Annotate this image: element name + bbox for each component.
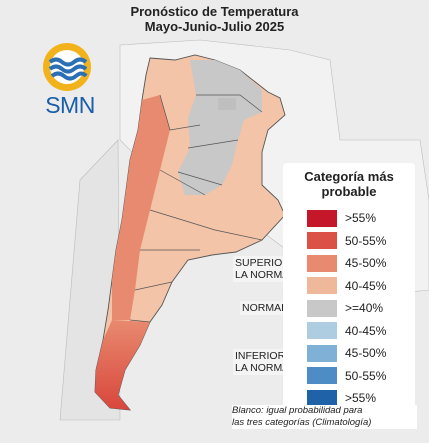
- legend-title: Categoría más probable: [283, 169, 415, 199]
- province-borders: [129, 94, 263, 323]
- legend-swatch: [307, 389, 337, 407]
- region-grey-pixel: [218, 98, 236, 110]
- smn-brand-text: SMN: [45, 92, 95, 118]
- legend-item: >55%: [307, 389, 376, 407]
- legend-label: 40-45%: [345, 323, 387, 338]
- legend-item: 40-45%: [307, 277, 386, 295]
- legend-swatch: [307, 277, 337, 294]
- legend-swatch: [307, 344, 337, 362]
- legend-item: 45-50%: [307, 344, 386, 362]
- smn-logo: SMN: [34, 40, 106, 120]
- legend-label: 50-55%: [345, 233, 387, 248]
- legend-label: 45-50%: [345, 256, 387, 270]
- legend-swatch: [307, 209, 337, 227]
- region-normal-grey: [178, 60, 262, 195]
- legend-label: >55%: [345, 391, 377, 405]
- legend-title-line2: probable: [321, 184, 377, 199]
- legend-swatch: [307, 232, 337, 249]
- smn-sun-waves-icon: [43, 43, 91, 91]
- legend-label: >55%: [345, 211, 377, 225]
- footnote-line2: las tres categorías (Climatología): [232, 417, 372, 428]
- legend-item: >=40%: [307, 299, 383, 317]
- group-inferior-line2: LA NORMAL: [235, 362, 296, 374]
- group-superior-line2: LA NORMAL: [235, 269, 296, 281]
- legend-title-line1: Categoría más: [304, 169, 394, 184]
- group-label-normal: NORMAL: [240, 301, 289, 315]
- legend-label: >=40%: [345, 301, 384, 315]
- legend-label: 50-55%: [345, 368, 387, 383]
- footnote-line1: Blanco: igual probabilidad para: [232, 405, 363, 416]
- legend-label: 40-45%: [345, 278, 387, 293]
- legend-swatch: [307, 367, 337, 384]
- region-west-45-50: [112, 95, 170, 320]
- legend-swatch: [307, 254, 337, 272]
- map-title: Pronóstico de Temperatura: [130, 4, 299, 19]
- legend-item: 50-55%: [307, 232, 386, 250]
- footnote: Blanco: igual probabilidad para las tres…: [232, 405, 417, 429]
- group-inferior-line1: INFERIOR A: [235, 350, 295, 362]
- legend: Categoría más probable >55% 50-55% 45-50% 4…: [283, 163, 415, 411]
- map-subtitle: Mayo-Junio-Julio 2025: [144, 19, 285, 34]
- legend-item: >55%: [307, 209, 376, 227]
- legend-label: 45-50%: [345, 346, 387, 360]
- legend-swatch: [307, 299, 337, 317]
- legend-item: 40-45%: [307, 322, 386, 340]
- legend-swatch: [307, 322, 337, 339]
- legend-item: 50-55%: [307, 367, 386, 385]
- region-south: [95, 320, 150, 410]
- legend-item: 45-50%: [307, 254, 386, 272]
